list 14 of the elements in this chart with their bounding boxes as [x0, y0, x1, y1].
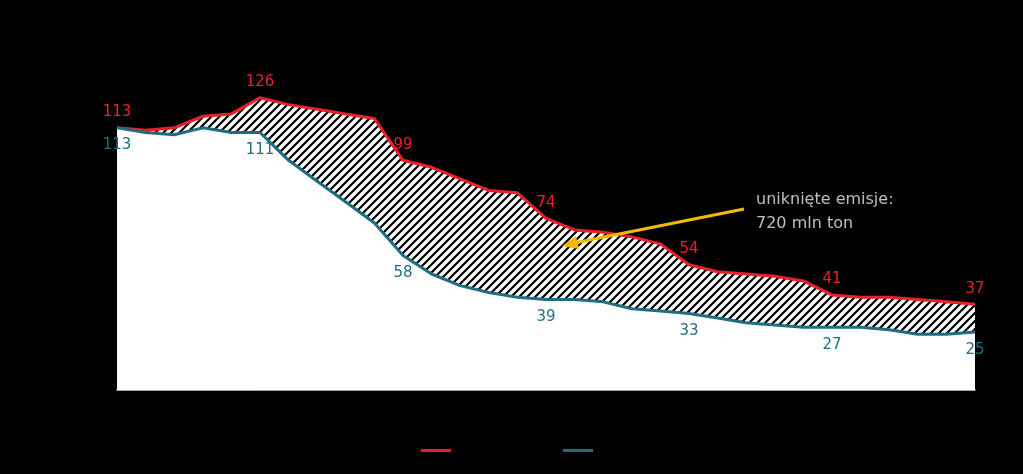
data-label: 99	[393, 134, 413, 153]
data-label: 37	[965, 278, 985, 297]
data-label: 126	[245, 72, 275, 91]
data-label: 27	[822, 334, 842, 353]
data-label: 58	[393, 262, 413, 281]
data-label: 111	[245, 139, 275, 158]
annotation: uniknięte emisje: 720 mln ton	[756, 188, 894, 232]
data-label: 74	[536, 192, 556, 211]
data-label: 39	[536, 307, 556, 326]
data-label: 41	[822, 269, 842, 288]
data-label: 113	[102, 135, 132, 154]
data-label: 54	[679, 239, 699, 258]
data-label: 113	[102, 102, 132, 121]
data-label: 33	[679, 320, 699, 339]
